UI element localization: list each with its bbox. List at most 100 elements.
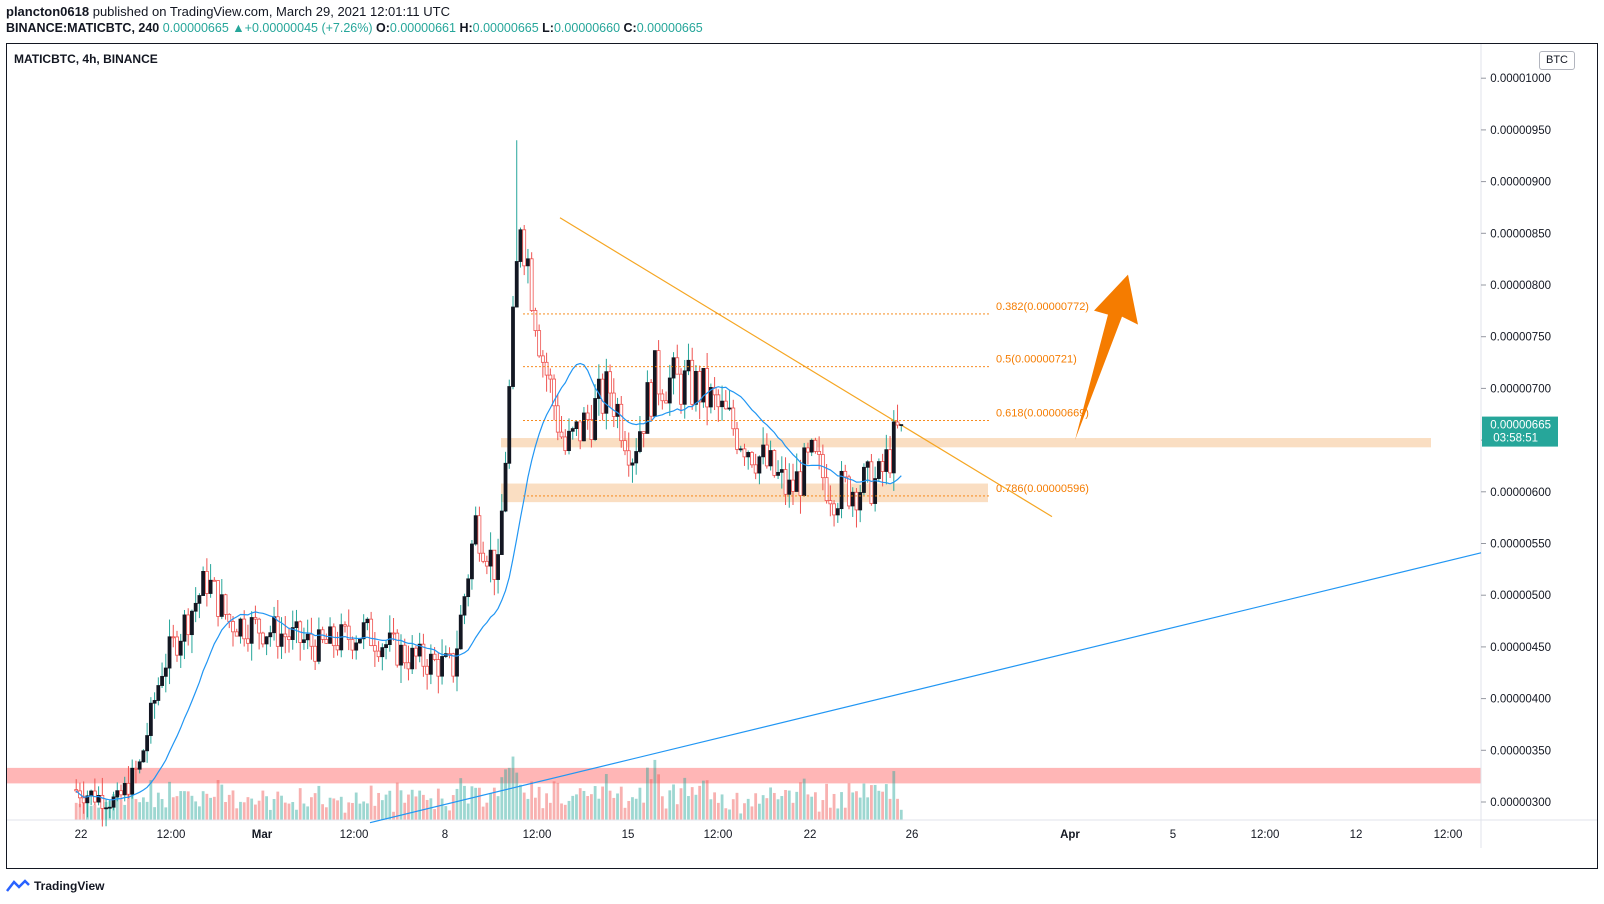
candle-body [399, 644, 403, 666]
volume-bar [186, 791, 190, 820]
volume-bar [313, 793, 317, 820]
candle-body [466, 578, 471, 598]
candle-body [712, 387, 717, 396]
candle-body [518, 229, 523, 262]
candle-body [238, 618, 243, 637]
y-tick-label: 0.00000800 [1490, 280, 1551, 292]
candle-body [81, 797, 86, 804]
candle-body [477, 515, 482, 554]
volume-bar [414, 796, 418, 820]
volume-bar [784, 789, 787, 820]
volume-bar [758, 803, 761, 820]
open-label: O: [376, 21, 390, 35]
volume-bar [201, 791, 205, 820]
tradingview-logo[interactable]: TradingView [6, 879, 104, 893]
lower-support-band [7, 767, 1481, 784]
volume-bar [175, 796, 179, 820]
volume-bar [862, 783, 866, 820]
volume-bar [705, 780, 709, 820]
chart-frame [6, 43, 1598, 869]
brand-label: TradingView [34, 879, 105, 893]
volume-bar [134, 799, 138, 820]
candle-body [115, 790, 120, 798]
volume-bar [351, 802, 354, 820]
candle-body [783, 469, 788, 495]
volume-bar [515, 772, 519, 820]
volume-bar [575, 794, 578, 820]
volume-bar [530, 781, 534, 820]
candle-body [611, 392, 616, 417]
candle-body [802, 447, 807, 496]
candle-body [869, 461, 874, 504]
candle-body [772, 450, 777, 476]
candle-body [555, 405, 560, 433]
candle-body [156, 685, 161, 701]
volume-bar [220, 784, 224, 820]
candle-body [328, 626, 332, 644]
candle-body [145, 735, 150, 752]
candle-body [522, 229, 527, 267]
volume-bar [145, 801, 149, 820]
candle-body [694, 370, 698, 405]
candle-body [402, 644, 407, 664]
candle-body [750, 452, 754, 466]
candle-body [899, 424, 904, 426]
candle-body [746, 452, 751, 458]
candle-body [839, 470, 844, 510]
candle-body [690, 359, 695, 405]
candle-body [593, 398, 598, 440]
candle-body [178, 640, 183, 656]
candle-body [507, 386, 512, 464]
candle-body [735, 428, 739, 450]
volume-bar [194, 801, 198, 820]
volume-bar [347, 802, 351, 820]
author-name[interactable]: plancton0618 [6, 4, 90, 19]
currency-button[interactable]: BTC [1539, 51, 1575, 70]
candle-body [484, 560, 489, 567]
volume-bar [422, 794, 425, 820]
volume-bar [687, 796, 690, 820]
candle-body [824, 477, 829, 502]
volume-bar [321, 804, 324, 820]
candle-body [596, 378, 601, 399]
candle-body [107, 806, 112, 809]
candle-body [182, 614, 187, 642]
descending-trendline [559, 217, 1053, 518]
volume-bar [392, 811, 395, 820]
high-value: 0.00000665 [472, 21, 539, 35]
volume-bar [440, 798, 444, 820]
volume-bar [735, 792, 739, 820]
volume-bar [380, 800, 384, 820]
candle-body [417, 643, 422, 657]
candle-body [559, 431, 564, 438]
y-tick-label: 0.00000300 [1490, 797, 1551, 809]
candle-body [305, 633, 310, 641]
candle-body [552, 378, 556, 407]
candle-body [406, 662, 411, 670]
y-tick-label: 0.00000500 [1490, 590, 1551, 602]
candle-body [619, 403, 624, 442]
volume-bar [672, 784, 675, 820]
candle-body [160, 675, 164, 686]
candle-body [428, 653, 433, 675]
close-value: 0.00000665 [636, 21, 703, 35]
volume-bar [896, 798, 899, 820]
y-tick-label: 0.00000350 [1490, 745, 1551, 757]
volume-bar [720, 794, 724, 820]
volume-bar [769, 787, 772, 820]
volume-bar [306, 806, 310, 820]
candle-body [604, 371, 609, 414]
volume-bar [507, 767, 511, 820]
candle-body [246, 638, 250, 644]
volume-bar [436, 788, 440, 820]
candle-body [451, 653, 456, 677]
volume-bar [336, 800, 339, 820]
volume-bar [463, 785, 466, 820]
candle-body [660, 393, 665, 402]
arrow-up-icon: ▲ [232, 21, 245, 35]
candle-body [249, 617, 254, 644]
x-tick-label: 12:00 [1434, 829, 1463, 841]
x-tick-label: 12:00 [704, 829, 733, 841]
candle-body [302, 639, 306, 643]
